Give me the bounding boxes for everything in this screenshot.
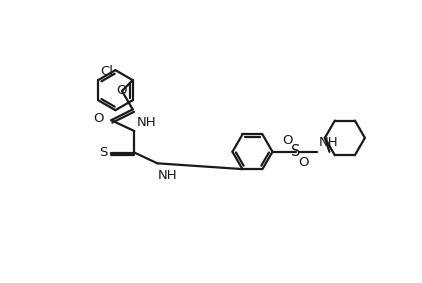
- Text: O: O: [283, 134, 293, 147]
- Text: NH: NH: [137, 116, 156, 129]
- Text: O: O: [298, 156, 308, 169]
- Text: S: S: [99, 146, 108, 159]
- Text: Cl: Cl: [100, 65, 114, 78]
- Text: O: O: [116, 84, 127, 97]
- Text: O: O: [94, 112, 104, 125]
- Text: S: S: [291, 144, 300, 159]
- Text: NH: NH: [319, 136, 338, 149]
- Text: NH: NH: [158, 170, 178, 183]
